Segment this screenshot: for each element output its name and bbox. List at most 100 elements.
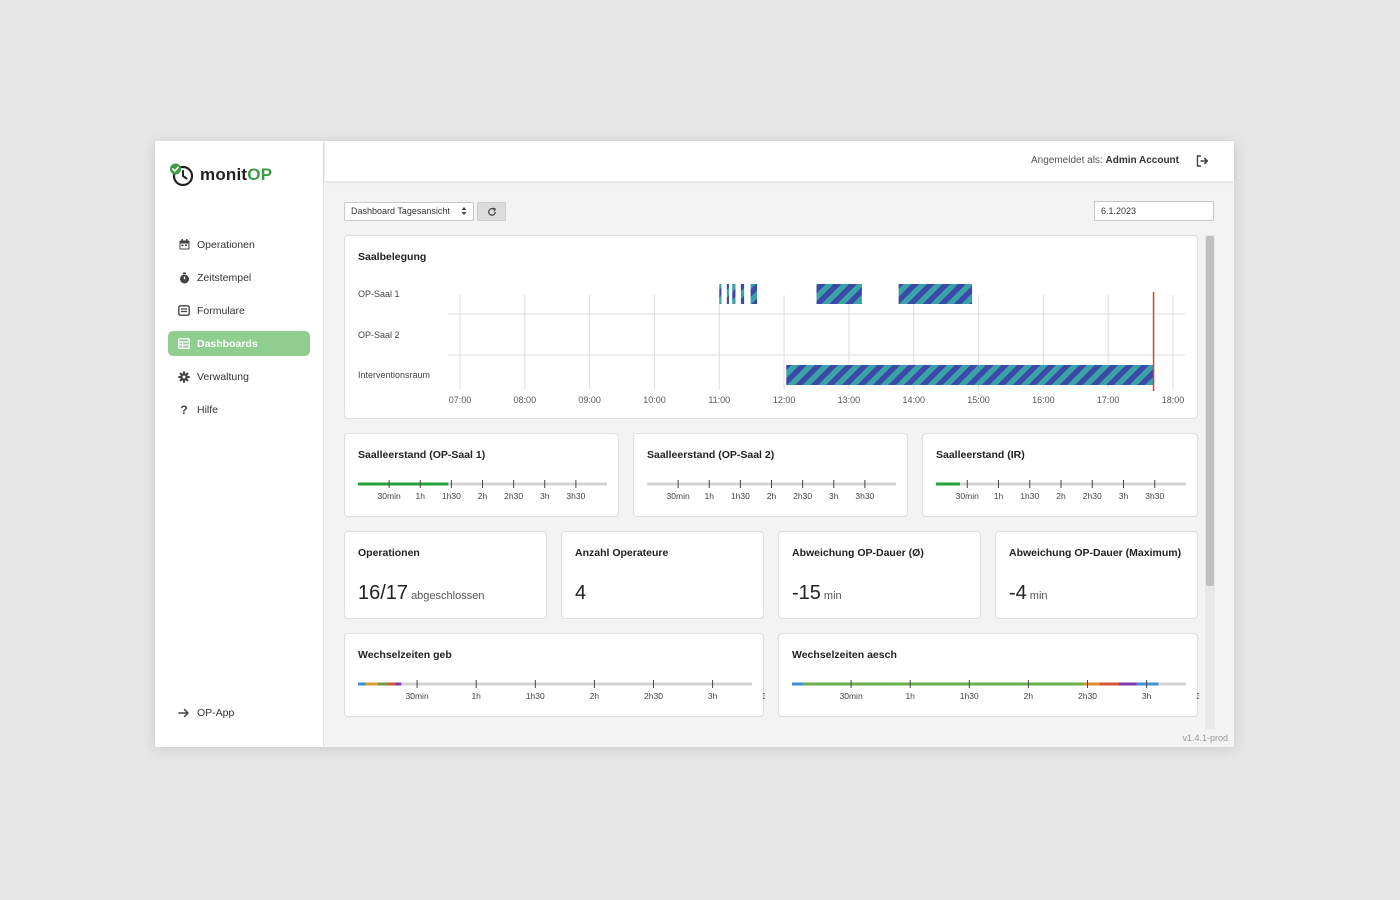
saalleerstand-card-op1: Saalleerstand (OP-Saal 1) 30min 1h 1h30 2h 2… xyxy=(344,433,619,517)
stat-card-abweichung-max: Abweichung OP-Dauer (Maximum) -4 min xyxy=(995,531,1198,619)
time-tick-label: 14:00 xyxy=(902,395,925,405)
refresh-button[interactable] xyxy=(477,202,506,221)
booking-bar xyxy=(786,365,1154,385)
scale-segment xyxy=(1136,682,1159,686)
time-tick-label: 07:00 xyxy=(449,395,472,405)
scrollbar-thumb[interactable] xyxy=(1206,236,1214,586)
scale-fill xyxy=(936,482,960,486)
time-tick-label: 15:00 xyxy=(967,395,990,405)
change-time-scale: 30min 1h 1h30 2h 2h30 3h 3h30 xyxy=(358,680,765,701)
booking-bar xyxy=(732,284,736,304)
booking-bar xyxy=(740,284,745,304)
scale-tick-label: 2h xyxy=(1024,691,1034,701)
stat-value: -15 min xyxy=(792,582,842,604)
idle-time-scale: 30min 1h 1h30 2h 2h30 3h 3h30 xyxy=(647,480,896,501)
scale-tick-label: 3h xyxy=(1142,691,1152,701)
dashboard-select[interactable]: Dashboard Tagesansicht xyxy=(344,202,474,221)
stat-unit: min xyxy=(823,590,842,602)
app-name: monitOP xyxy=(200,165,273,184)
scale-tick-label: 1h30 xyxy=(1020,491,1039,501)
scale-track xyxy=(358,682,752,686)
scale-tick-label: 30min xyxy=(378,491,401,501)
saalbelegung-card: Saalbelegung 07:00 08:00 09:00 10:00 11:00 12… xyxy=(344,235,1198,419)
wechselzeiten-aesch-card: Wechselzeiten aesch 30min 1h 1h30 2h 2h30 3h 3… xyxy=(778,633,1199,717)
scale-tick-label: 30min xyxy=(667,491,690,501)
card-title: Saalleerstand (IR) xyxy=(936,449,1025,461)
scale-tick-label: 1h xyxy=(905,691,915,701)
scale-segment xyxy=(803,682,1084,686)
sidebar-item-zeitstempel[interactable]: Zeitstempel xyxy=(168,265,310,290)
scale-tick-label: 2h30 xyxy=(504,491,523,501)
scale-tick-label: 2h30 xyxy=(644,691,663,701)
time-tick-label: 10:00 xyxy=(643,395,666,405)
scale-tick-label: 3h xyxy=(540,491,550,501)
booking-bar xyxy=(898,284,973,304)
arrow-right-icon xyxy=(178,708,190,718)
scale-tick-label: 3h30 xyxy=(762,691,765,701)
booking-bar xyxy=(750,284,758,304)
scale-tick-label: 1h xyxy=(471,691,481,701)
scale-segment xyxy=(358,682,366,686)
logo[interactable]: monitOP xyxy=(169,163,272,187)
logout-icon xyxy=(1196,155,1209,167)
form-icon xyxy=(178,305,190,317)
scale-tick-label: 1h xyxy=(705,491,715,501)
sidebar-item-label: OP-App xyxy=(197,707,235,719)
idle-time-scale: 30min 1h 1h30 2h 2h30 3h 3h30 xyxy=(936,480,1186,501)
time-tick-label: 12:00 xyxy=(773,395,796,405)
scale-tick-label: 1h30 xyxy=(731,491,750,501)
sort-arrows-icon xyxy=(461,205,467,222)
time-tick-label: 09:00 xyxy=(578,395,601,405)
scale-segment xyxy=(1083,682,1100,686)
sidebar-item-label: Hilfe xyxy=(197,403,219,416)
stat-unit: min xyxy=(1029,590,1048,602)
logged-in-user: Angemeldet als: Admin Account xyxy=(1030,155,1179,166)
scale-tick-label: 3h30 xyxy=(566,491,585,501)
time-tick-label: 11:00 xyxy=(708,395,730,405)
gear-icon xyxy=(178,370,190,383)
time-tick-label: 08:00 xyxy=(514,395,537,405)
time-tick-label: 17:00 xyxy=(1097,395,1120,405)
scale-tick-label: 2h30 xyxy=(793,491,812,501)
scale-segment xyxy=(792,682,804,686)
booking-bar xyxy=(816,284,862,304)
sidebar-item-label: Dashboards xyxy=(197,337,258,350)
table-icon xyxy=(178,338,190,350)
scale-segment xyxy=(377,682,388,686)
sidebar-item-operationen[interactable]: Operationen xyxy=(168,232,310,257)
room-label: OP-Saal 1 xyxy=(358,289,400,299)
card-title: Abweichung OP-Dauer (Maximum) xyxy=(1009,547,1182,559)
sidebar-item-verwaltung[interactable]: Verwaltung xyxy=(168,364,310,389)
app-window: monitOP Operationen Zeitstempel Formular… xyxy=(155,141,1234,747)
scale-tick-label: 2h30 xyxy=(1078,691,1097,701)
scale-tick-label: 2h xyxy=(767,491,777,501)
scale-tick-label: 1h30 xyxy=(526,691,545,701)
scale-tick-label: 1h30 xyxy=(442,491,461,501)
card-title: Saalleerstand (OP-Saal 2) xyxy=(647,449,775,461)
scale-tick-label: 1h xyxy=(994,491,1004,501)
idle-time-scale: 30min 1h 1h30 2h 2h30 3h 3h30 xyxy=(358,480,607,501)
scale-tick-label: 2h xyxy=(478,491,488,501)
scale-tick-label: 2h xyxy=(590,691,600,701)
scale-segment xyxy=(1099,682,1120,686)
sidebar: monitOP Operationen Zeitstempel Formular… xyxy=(155,141,324,747)
booking-bar xyxy=(719,284,722,304)
sidebar-item-hilfe[interactable]: ? Hilfe xyxy=(168,397,310,422)
scale-tick-label: 1h30 xyxy=(960,691,979,701)
time-tick-label: 13:00 xyxy=(838,395,861,405)
sidebar-item-dashboards[interactable]: Dashboards xyxy=(168,331,310,356)
scale-tick-label: 3h30 xyxy=(1196,691,1199,701)
app-version: v1.4.1-prod xyxy=(1182,733,1228,743)
refresh-icon xyxy=(487,206,496,216)
saalleerstand-card-ir: Saalleerstand (IR) 30min 1h 1h30 2h 2h30 3h 3h… xyxy=(922,433,1198,517)
scrollbar[interactable] xyxy=(1205,235,1215,729)
sidebar-item-op-app[interactable]: OP-App xyxy=(178,707,234,719)
date-input[interactable] xyxy=(1094,201,1214,221)
card-title: Anzahl Operateure xyxy=(575,547,669,559)
logout-button[interactable] xyxy=(1196,154,1209,172)
user-name: Admin Account xyxy=(1105,155,1179,166)
change-time-scale: 30min 1h 1h30 2h 2h30 3h 3h30 xyxy=(792,680,1199,701)
sidebar-item-formulare[interactable]: Formulare xyxy=(168,298,310,323)
card-title: Saalbelegung xyxy=(358,251,427,263)
scale-tick-label: 30min xyxy=(406,691,429,701)
